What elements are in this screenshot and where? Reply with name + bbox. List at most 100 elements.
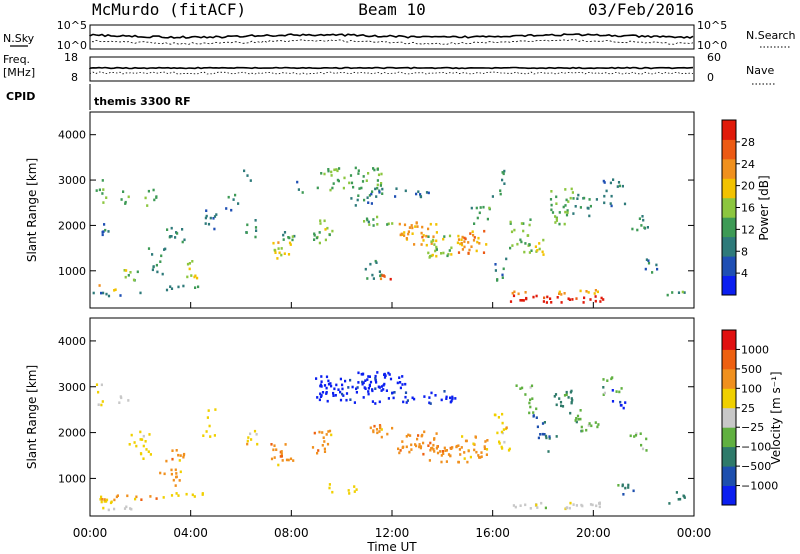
heatmap-cell	[498, 442, 501, 445]
heatmap-cell	[370, 202, 373, 205]
nave-tick-top: 60	[707, 51, 721, 64]
heatmap-cell	[165, 288, 169, 292]
heatmap-cell	[172, 478, 175, 482]
heatmap-cell	[322, 436, 325, 439]
heatmap-cell	[133, 441, 136, 444]
heatmap-cell	[546, 295, 549, 299]
heatmap-cell	[355, 488, 358, 491]
colorbar-tick-label: 20	[741, 180, 755, 193]
heatmap-cell	[523, 250, 526, 254]
heatmap-cell	[381, 192, 384, 195]
heatmap-cell	[247, 436, 250, 439]
heatmap-cell	[643, 226, 646, 229]
heatmap-cell	[328, 486, 331, 490]
heatmap-cell	[472, 233, 475, 237]
heatmap-cell	[532, 295, 535, 299]
heatmap-cell	[443, 390, 446, 393]
heatmap-cell	[372, 167, 375, 170]
heatmap-cell	[555, 202, 558, 205]
heatmap-cell	[321, 391, 325, 394]
heatmap-cell	[101, 192, 104, 195]
heatmap-cell	[313, 232, 316, 236]
heatmap-cell	[209, 435, 212, 438]
heatmap-cell	[202, 434, 205, 437]
heatmap-cell	[634, 434, 638, 437]
heatmap-cell	[551, 211, 555, 214]
heatmap-cell	[611, 389, 614, 392]
velocity-ylabel: Slant Range [km]	[25, 365, 39, 469]
heatmap-cell	[255, 229, 258, 232]
power-ylabel: Slant Range [km]	[25, 158, 39, 262]
heatmap-cell	[270, 457, 274, 461]
heatmap-cell	[227, 195, 230, 199]
heatmap-cell	[543, 433, 546, 436]
x-tick-label: 00:00	[677, 526, 712, 540]
heatmap-cell	[254, 219, 257, 222]
heatmap-cell	[103, 223, 106, 226]
heatmap-cell	[155, 195, 158, 198]
heatmap-cell	[323, 384, 327, 387]
heatmap-cell	[123, 269, 126, 272]
heatmap-cell	[411, 232, 414, 235]
heatmap-cell	[197, 285, 200, 289]
heatmap-cell	[436, 445, 439, 448]
heatmap-cell	[463, 236, 466, 240]
heatmap-cell	[366, 196, 369, 199]
heatmap-cell	[579, 289, 582, 293]
heatmap-cell	[564, 188, 567, 191]
heatmap-cell	[479, 206, 482, 209]
velocity-axes-frame	[89, 317, 695, 517]
heatmap-cell	[159, 471, 162, 475]
heatmap-cell	[539, 433, 542, 436]
heatmap-cell	[92, 291, 95, 295]
heatmap-cell	[541, 422, 545, 425]
heatmap-cell	[536, 425, 539, 429]
heatmap-cell	[631, 227, 634, 231]
heatmap-cell	[503, 182, 506, 185]
heatmap-cell	[627, 483, 630, 487]
heatmap-cell	[638, 217, 641, 220]
heatmap-cell	[280, 452, 283, 456]
heatmap-cell	[398, 222, 401, 226]
heatmap-cell	[353, 401, 356, 404]
heatmap-cell	[163, 472, 166, 476]
heatmap-cell	[554, 393, 558, 396]
heatmap-cell	[484, 440, 487, 443]
heatmap-cell	[336, 178, 339, 182]
heatmap-cell	[171, 449, 174, 452]
heatmap-cell	[450, 399, 453, 403]
heatmap-cell	[337, 388, 340, 391]
heatmap-cell	[376, 183, 379, 187]
heatmap-cell	[287, 253, 291, 256]
heatmap-cell	[387, 222, 390, 226]
heatmap-cell	[255, 433, 258, 436]
heatmap-cell	[550, 301, 553, 304]
heatmap-cell	[376, 186, 379, 190]
heatmap-cell	[272, 241, 275, 245]
heatmap-cell	[553, 395, 556, 398]
heatmap-cell	[134, 497, 137, 501]
heatmap-cell	[502, 428, 505, 431]
heatmap-cell	[558, 211, 561, 214]
heatmap-cell	[435, 231, 438, 234]
heatmap-cell	[357, 381, 360, 384]
heatmap-cell	[528, 223, 531, 227]
heatmap-cell	[449, 396, 452, 400]
heatmap-cell	[350, 181, 354, 185]
heatmap-cell	[501, 421, 504, 425]
heatmap-cell	[380, 428, 383, 431]
colorbar-swatch	[722, 178, 736, 199]
heatmap-cell	[170, 226, 173, 230]
heatmap-cell	[408, 226, 411, 229]
heatmap-cell	[339, 377, 342, 381]
heatmap-cell	[367, 392, 370, 396]
heatmap-cell	[641, 447, 645, 451]
heatmap-cell	[558, 397, 561, 400]
heatmap-cell	[362, 381, 365, 385]
heatmap-cell	[97, 390, 100, 394]
heatmap-cell	[328, 429, 332, 433]
heatmap-cell	[378, 430, 381, 433]
heatmap-cell	[152, 265, 155, 268]
heatmap-cell	[367, 387, 370, 390]
heatmap-cell	[671, 291, 674, 294]
